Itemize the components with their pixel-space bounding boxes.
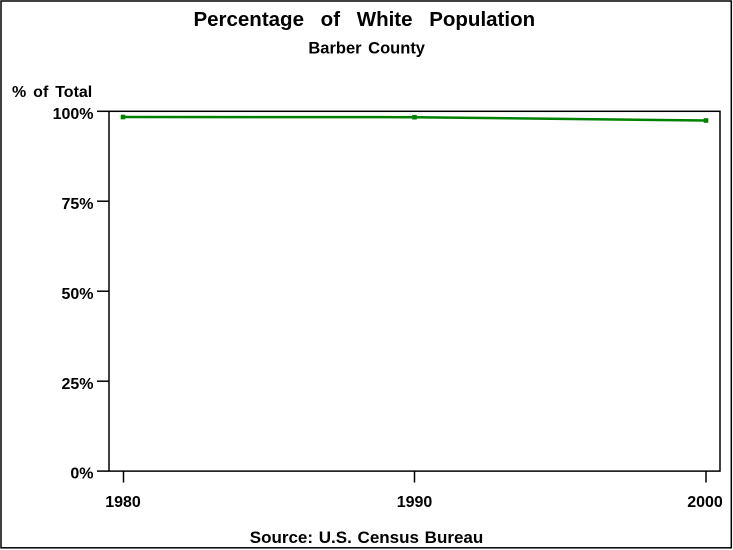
svg-text:% of Total: % of Total [12, 84, 92, 101]
svg-text:25%: 25% [61, 376, 93, 393]
svg-text:Source: U.S. Census Bureau: Source: U.S. Census Bureau [250, 528, 484, 547]
svg-text:1980: 1980 [105, 494, 141, 511]
svg-text:0%: 0% [70, 466, 93, 483]
svg-text:2000: 2000 [687, 494, 723, 511]
svg-text:50%: 50% [61, 286, 93, 303]
svg-text:75%: 75% [61, 196, 93, 213]
svg-text:Percentage of White Population: Percentage of White Population [193, 8, 535, 31]
svg-text:100%: 100% [53, 106, 94, 123]
svg-text:Barber County: Barber County [308, 39, 425, 57]
svg-text:1990: 1990 [397, 494, 433, 511]
